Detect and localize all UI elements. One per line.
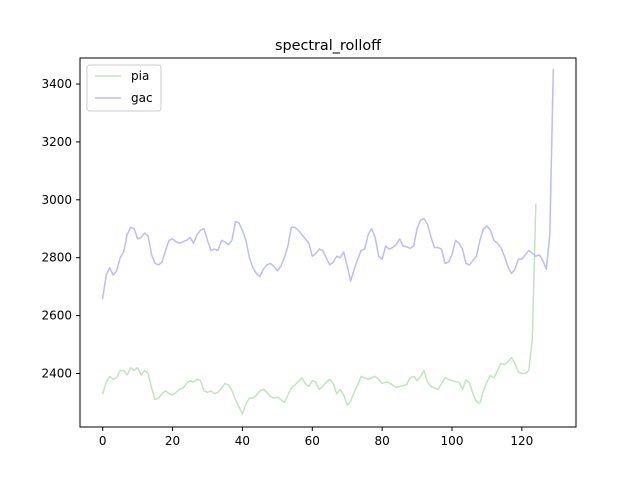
- plot-frame: [79, 57, 577, 428]
- series-line-pia: [101, 203, 537, 415]
- x-tick-label: 80: [375, 434, 390, 448]
- series-layer: [101, 68, 555, 415]
- y-tick-label: 2600: [41, 309, 72, 323]
- legend-label-pia: pia: [131, 69, 149, 83]
- x-tick-label: 120: [510, 434, 533, 448]
- x-tick-label: 100: [441, 434, 464, 448]
- x-tick-label: 40: [235, 434, 250, 448]
- y-tick-label: 3000: [41, 193, 72, 207]
- y-tick-label: 3200: [41, 135, 72, 149]
- legend-label-gac: gac: [131, 91, 153, 105]
- chart-title: spectral_rolloff: [275, 38, 382, 54]
- x-tick-label: 20: [165, 434, 180, 448]
- y-axis: 2400 2600 2800 3000 3200 3400: [41, 77, 80, 380]
- y-tick-label: 2400: [41, 366, 72, 380]
- x-tick-label: 0: [99, 434, 107, 448]
- legend: pia gac: [86, 64, 162, 112]
- x-axis: 0 20 40 60 80 100 120: [99, 427, 533, 448]
- y-tick-label: 2800: [41, 251, 72, 265]
- x-tick-label: 60: [305, 434, 320, 448]
- series-line-gac: [101, 68, 555, 300]
- y-tick-label: 3400: [41, 77, 72, 91]
